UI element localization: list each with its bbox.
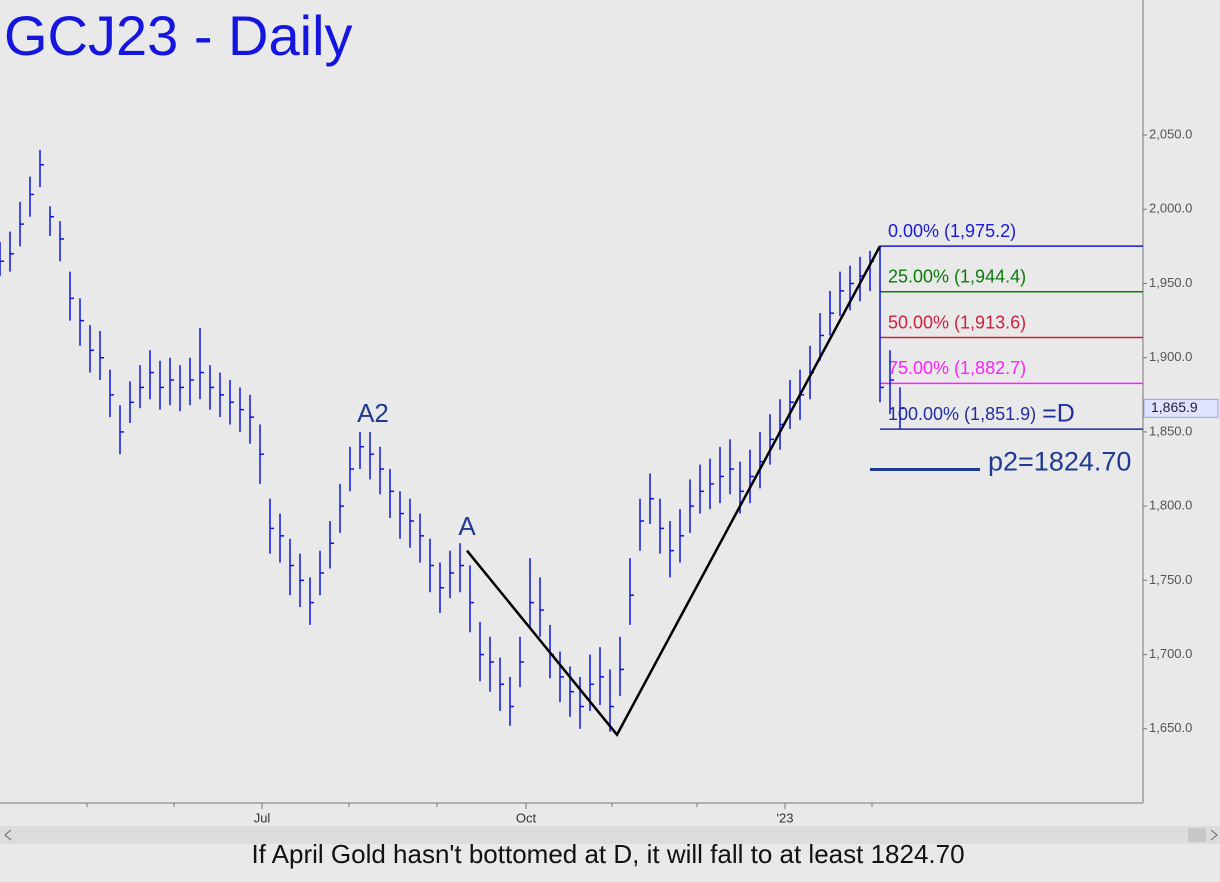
scroll-right[interactable] [1210,829,1218,841]
target-label: p2=1824.70 [988,447,1131,477]
y-tick-label: 2,050.0 [1149,127,1192,142]
x-tick-label: '23 [777,810,794,825]
fib-label: 100.00% (1,851.9) [888,404,1036,424]
y-tick-label: 1,950.0 [1149,275,1192,290]
last-price-label: 1,865.9 [1151,399,1198,415]
y-tick-label: 1,700.0 [1149,646,1192,661]
y-tick-label: 1,850.0 [1149,423,1192,438]
scrollbar[interactable] [0,826,1220,844]
x-tick-label: Jul [254,810,271,825]
y-tick-label: 2,000.0 [1149,201,1192,216]
fib-label: 50.00% (1,913.6) [888,312,1026,332]
fib-label: 25.00% (1,944.4) [888,267,1026,287]
scroll-thumb[interactable] [1188,828,1206,842]
annotation: A [458,511,476,541]
fib-label: 0.00% (1,975.2) [888,221,1016,241]
scroll-left[interactable] [4,829,12,841]
y-tick-label: 1,900.0 [1149,349,1192,364]
y-tick-label: 1,800.0 [1149,498,1192,513]
chart-title: GCJ23 - Daily [4,4,353,67]
caption: If April Gold hasn't bottomed at D, it w… [251,839,964,869]
x-tick-label: Oct [516,810,537,825]
pattern-line [466,245,882,737]
y-tick-label: 1,650.0 [1149,720,1192,735]
annotation: A2 [357,398,389,428]
last-price-box [1143,398,1219,418]
fib-suffix: =D [1042,400,1075,428]
y-tick-label: 1,750.0 [1149,572,1192,587]
fib-label: 75.00% (1,882.7) [888,358,1026,378]
